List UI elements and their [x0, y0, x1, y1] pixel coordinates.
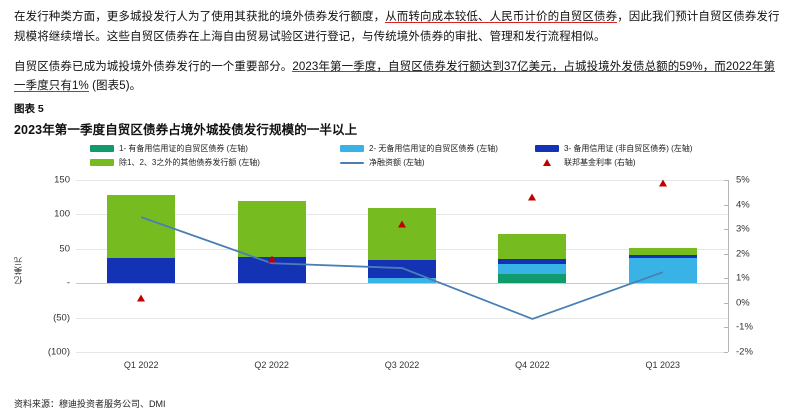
y-axis-tick-label: (100) — [47, 346, 70, 358]
legend-label-non-sblc-ftz-bond: 2- 无备用信用证的自贸区债券 (左轴) — [369, 144, 498, 154]
fed-funds-rate-marker[interactable] — [137, 294, 146, 302]
article-body: 在发行种类方面，更多城投发行人为了使用其获批的境外债券发行额度，从而转向成本较低… — [0, 0, 800, 97]
x-axis-tick-label: Q4 2022 — [515, 360, 550, 371]
bar-segment-sblc-non-ftz-bond[interactable] — [368, 259, 436, 279]
fed-funds-rate-marker[interactable] — [528, 193, 537, 201]
right-axis-tick-mark — [724, 352, 728, 354]
bar-group[interactable] — [498, 180, 567, 352]
gridline — [76, 180, 728, 182]
bar-segment-other-bond-issuance[interactable] — [498, 233, 567, 260]
legend-swatch-net-financing — [340, 161, 364, 164]
x-axis-tick-label: Q3 2022 — [384, 360, 420, 371]
paragraph-2: 自贸区债券已成为城投境外债券发行的一个重要部分。2023年第一季度，自贸区债券发… — [14, 58, 786, 98]
bar-segment-other-bond-issuance[interactable] — [368, 207, 436, 260]
right-axis-tick-label: 3% — [736, 223, 750, 235]
legend-item-sblc-ftz-bond[interactable]: 1- 有备用信用证的自贸区债券 (左轴) — [90, 143, 340, 154]
right-axis-tick-mark — [724, 253, 728, 255]
fed-funds-rate-marker[interactable] — [398, 220, 406, 228]
text-run: ，因此我们预计自贸区债券发行规模将继续增长。这些自贸区债券在上海自由贸易试验区进… — [14, 11, 780, 43]
bar-segment-non-sblc-ftz-bond[interactable] — [498, 263, 567, 274]
right-axis-tick-label: 2% — [736, 248, 750, 260]
figure-number: 图表 5 — [14, 103, 44, 116]
x-axis-tick-label: Q1 2022 — [123, 360, 159, 371]
right-axis-tick-label: 0% — [736, 297, 750, 309]
right-axis-tick-mark — [724, 204, 728, 206]
bar-segment-non-sblc-ftz-bond[interactable] — [628, 257, 697, 284]
net-financing-line[interactable] — [140, 216, 664, 320]
legend-label-other-bond-issuance: 除1、2、3之外的其他债券发行额 (左轴) — [119, 158, 260, 168]
bar-segment-sblc-non-ftz-bond[interactable] — [498, 259, 567, 264]
chart-plot-area[interactable]: 亿美元 150 100 50- (50) (100) 5% 4% 3% 2% 1% 0% -1% -2%… — [13, 172, 786, 377]
y-axis-tick-label: 50 — [59, 243, 70, 255]
right-axis-tick-label: -1% — [736, 321, 753, 333]
legend-marker-triangle-icon — [543, 159, 551, 167]
right-axis-tick-label: 4% — [736, 199, 750, 211]
legend-item-net-financing[interactable]: 净融资额 (左轴) — [340, 157, 535, 168]
legend-label-net-financing: 净融资额 (左轴) — [369, 158, 425, 168]
highlighted-text-run: 从而转向成本较低、人民币计价的自贸区债券 — [385, 11, 618, 23]
bar-segment-sblc-non-ftz-bond[interactable] — [107, 257, 176, 284]
text-run: (图表5)。 — [88, 80, 142, 93]
text-run: 在发行种类方面，更多城投发行人为了使用其获批的境外债券发行额度， — [14, 11, 386, 23]
legend-label-sblc-non-ftz-bond: 3- 备用信用证 (非自贸区债券) (左轴) — [564, 144, 693, 154]
y-axis-tick-label: 150 — [54, 174, 70, 186]
bar-group[interactable] — [368, 180, 436, 352]
gridline — [76, 317, 728, 319]
y-axis-tick-label: 100 — [54, 208, 70, 220]
bar-group[interactable] — [628, 180, 697, 352]
bar-segment-sblc-non-ftz-bond[interactable] — [628, 255, 697, 258]
gridline — [76, 283, 728, 285]
right-axis-tick-mark — [724, 229, 728, 231]
right-axis-tick-mark — [724, 180, 728, 182]
legend-swatch-sblc-ftz-bond — [90, 145, 114, 153]
bar-segment-sblc-ftz-bond[interactable] — [498, 273, 567, 284]
legend-item-non-sblc-ftz-bond[interactable]: 2- 无备用信用证的自贸区债券 (左轴) — [340, 143, 535, 154]
right-axis-line — [728, 180, 729, 353]
fed-funds-rate-marker[interactable] — [658, 179, 667, 187]
right-axis-tick-label: 1% — [736, 272, 750, 284]
x-axis-tick-label: Q2 2022 — [254, 360, 289, 371]
source-note: 资料来源：穆迪投资者服务公司、DMI — [14, 399, 166, 409]
y-axis-tick-label: - — [66, 277, 70, 289]
net-financing-line-layer — [140, 216, 664, 320]
y-axis-tick-label: (50) — [53, 312, 70, 324]
fed-funds-rate-marker[interactable] — [267, 255, 276, 263]
figure-header: 图表 5 2023年第一季度自贸区债券占境外城投债发行规模的一半以上 — [0, 97, 800, 138]
legend-label-sblc-ftz-bond: 1- 有备用信用证的自贸区债券 (左轴) — [119, 144, 248, 154]
legend-swatch-sblc-non-ftz-bond — [535, 145, 559, 153]
bar-segment-other-bond-issuance[interactable] — [237, 201, 306, 258]
legend-item-fed-funds-rate[interactable]: 联邦基金利率 (右轴) — [535, 157, 800, 168]
figure-title: 2023年第一季度自贸区债券占境外城投债发行规模的一半以上 — [14, 123, 358, 138]
chart-legend: 1- 有备用信用证的自贸区债券 (左轴) 2- 无备用信用证的自贸区债券 (左轴… — [90, 143, 800, 168]
x-axis-tick-label: Q1 2023 — [645, 360, 681, 371]
legend-swatch-non-sblc-ftz-bond — [340, 145, 364, 153]
right-axis-tick-mark — [724, 302, 728, 304]
legend-swatch-other-bond-issuance — [90, 159, 114, 167]
legend-label-fed-funds-rate: 联邦基金利率 (右轴) — [564, 158, 636, 168]
legend-item-sblc-non-ftz-bond[interactable]: 3- 备用信用证 (非自贸区债券) (左轴) — [535, 143, 800, 154]
right-axis-tick-mark — [724, 278, 728, 280]
legend-item-other-bond-issuance[interactable]: 除1、2、3之外的其他债券发行额 (左轴) — [90, 157, 340, 168]
gridline — [76, 352, 728, 354]
paragraph-1: 在发行种类方面，更多城投发行人为了使用其获批的境外债券发行额度，从而转向成本较低… — [14, 8, 786, 48]
text-run: 自贸区债券已成为城投境外债券发行的一个重要部分。 — [14, 60, 293, 73]
bar-segment-other-bond-issuance[interactable] — [628, 248, 697, 256]
bar-segment-non-sblc-ftz-bond[interactable] — [368, 278, 436, 284]
right-axis-tick-label: 5% — [736, 174, 750, 186]
right-axis-tick-mark — [724, 327, 728, 329]
right-axis-tick-label: -2% — [736, 346, 753, 358]
